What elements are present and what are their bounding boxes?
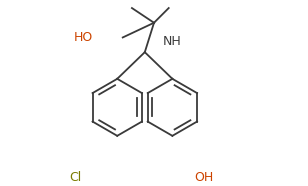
- Text: OH: OH: [194, 171, 213, 184]
- Text: NH: NH: [162, 35, 181, 48]
- Text: Cl: Cl: [69, 171, 81, 184]
- Text: HO: HO: [74, 31, 93, 44]
